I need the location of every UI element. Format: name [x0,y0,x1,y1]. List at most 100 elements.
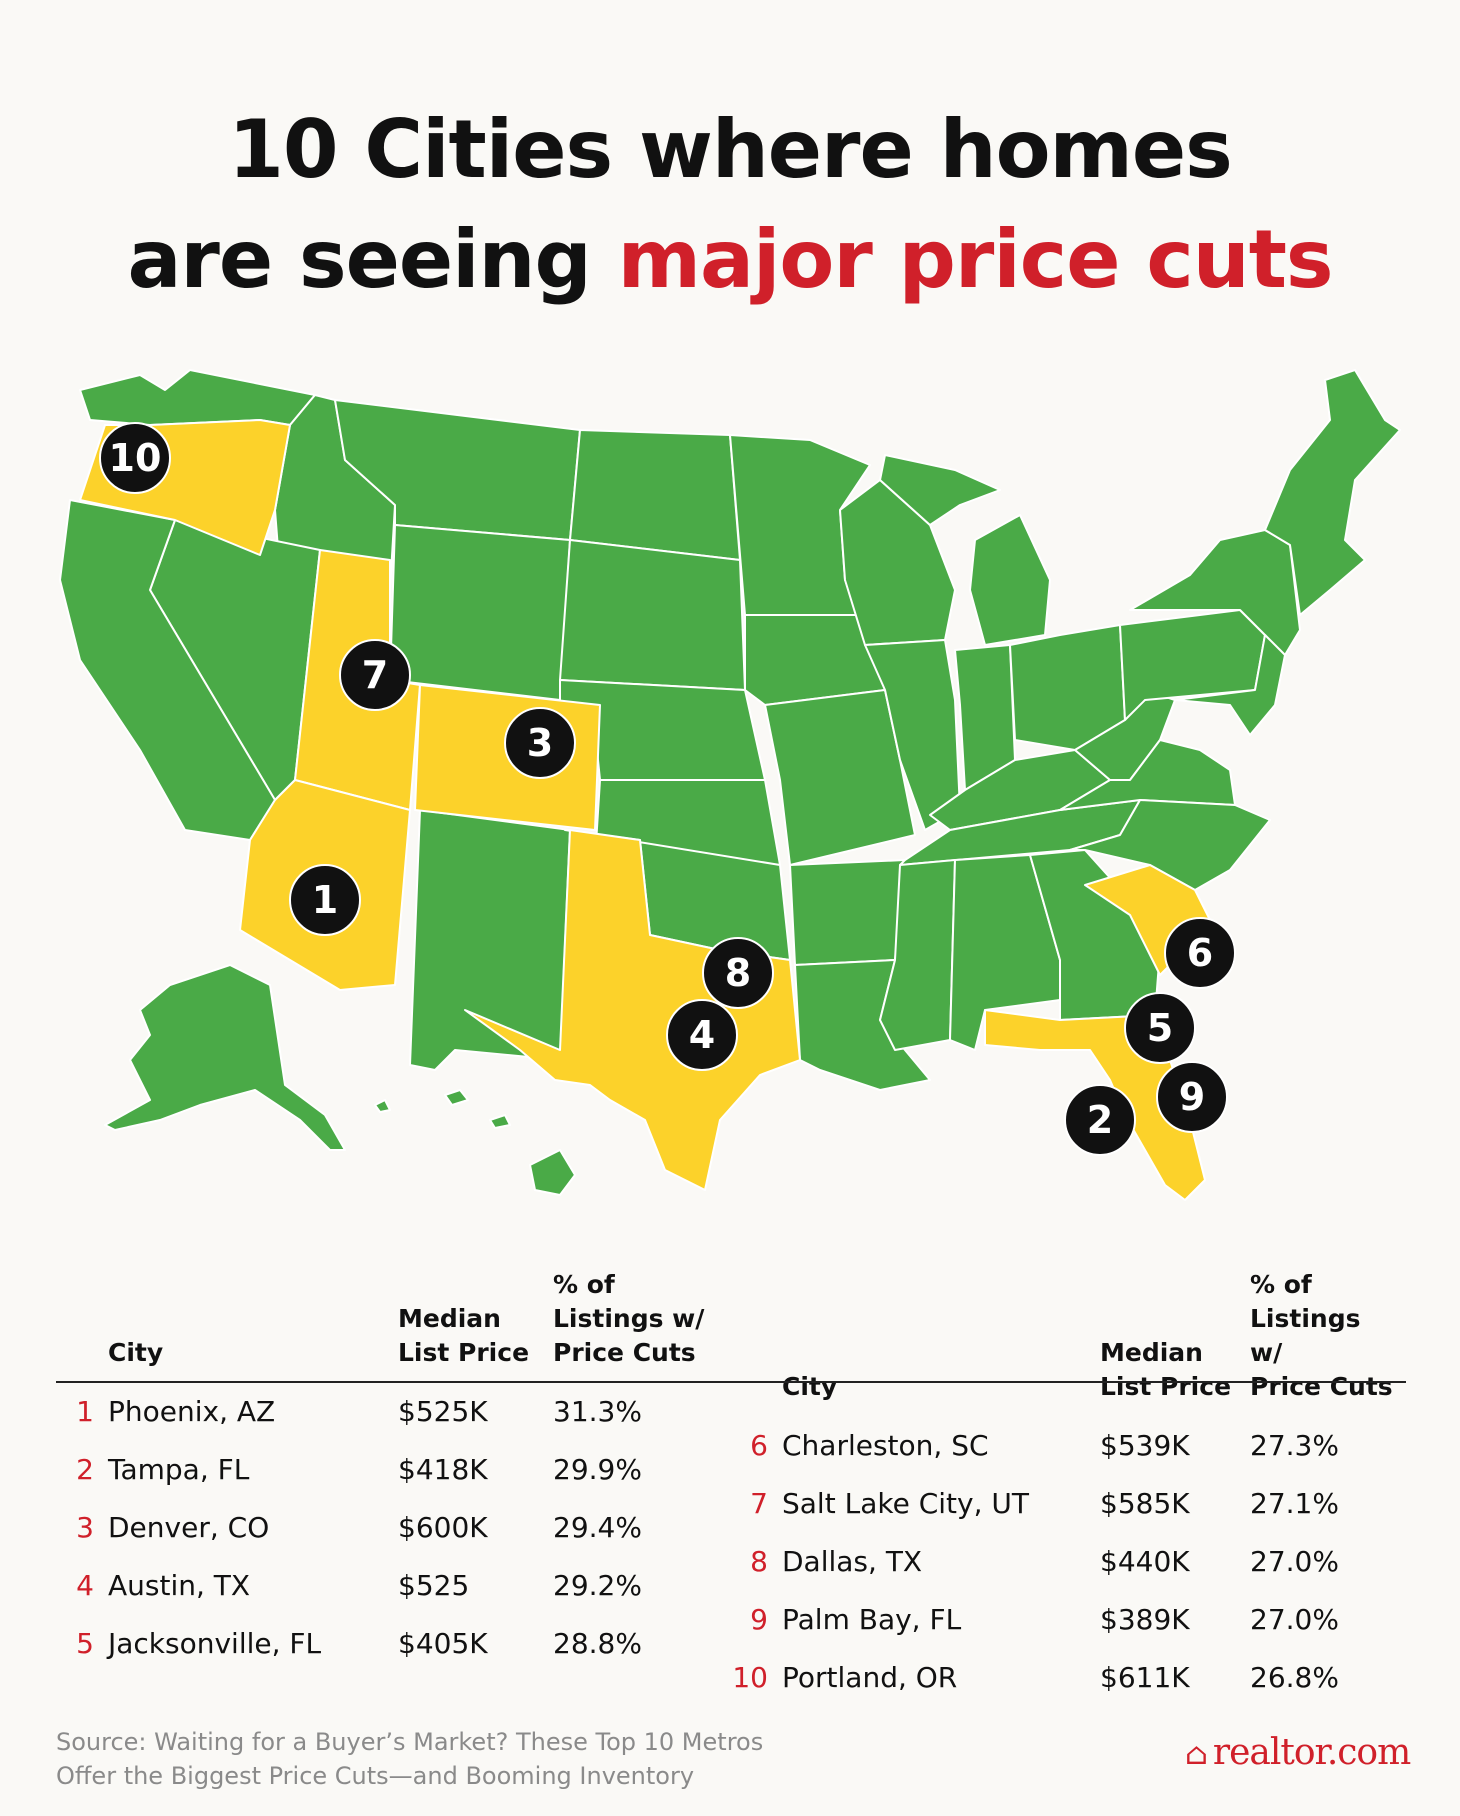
state-hawaii [374,1089,576,1196]
city-name: Phoenix, AZ [108,1394,276,1428]
table-row: 10 Portland, OR $611K 26.8% [730,1648,1400,1706]
state-arkansas [789,859,906,966]
city-name: Charleston, SC [782,1428,989,1462]
table-row: 3 Denver, CO $600K 29.4% [56,1498,753,1556]
price-cut-share: 28.8% [553,1626,642,1660]
city-name: Tampa, FL [108,1452,250,1486]
title-line-2: are seeing major price cuts [0,205,1460,315]
table-row: 8 Dallas, TX $440K 27.0% [730,1532,1400,1590]
table-row: 7 Salt Lake City, UT $585K 27.1% [730,1474,1400,1532]
us-map: 1 2 3 4 56 7 8 9 10 [59,369,1401,1201]
city-marker-7: 7 [339,639,411,711]
header-median-price: Median List Price [1100,1338,1232,1401]
city-marker-6: 6 [1164,917,1236,989]
state-new-england [1264,369,1401,616]
rank-number: 6 [750,1428,768,1462]
marker-label: 3 [527,721,553,765]
rank-number: 1 [76,1394,94,1428]
table-row: 5 Jacksonville, FL $405K 28.8% [56,1614,753,1672]
city-marker-2: 2 [1064,1084,1136,1156]
city-name: Salt Lake City, UT [782,1486,1029,1520]
marker-label: 5 [1147,1006,1173,1050]
state-texas [464,829,801,1191]
city-name: Jacksonville, FL [108,1626,322,1660]
marker-label: 2 [1087,1098,1113,1142]
median-price: $525K [398,1394,488,1428]
median-price: $418K [398,1452,488,1486]
rank-number: 7 [750,1486,768,1520]
marker-label: 6 [1187,931,1213,975]
rank-number: 10 [732,1660,768,1694]
marker-label: 10 [109,436,162,480]
table-row: 6 Charleston, SC $539K 27.3% [730,1416,1400,1474]
marker-label: 7 [362,653,388,697]
header-city: City [782,1372,838,1401]
median-price: $440K [1100,1544,1190,1578]
city-name: Dallas, TX [782,1544,923,1578]
median-price: $525 [398,1568,470,1602]
title-plain: are seeing [127,213,618,306]
title-accent: major price cuts [617,213,1334,306]
table-row: 9 Palm Bay, FL $389K 27.0% [730,1590,1400,1648]
state-mid-atlantic [1174,634,1286,736]
city-marker-5: 5 [1124,992,1196,1064]
median-price: $611K [1100,1660,1190,1694]
house-icon: ⌂ [1185,1737,1208,1772]
price-cut-share: 29.2% [553,1568,642,1602]
page-title: 10 Cities where homes are seeing major p… [0,95,1460,315]
source-note: Source: Waiting for a Buyer’s Market? Th… [56,1728,764,1790]
cities-table-left: City Median List Price % of Listings w/Pri… [56,1268,753,1672]
median-price: $600K [398,1510,488,1544]
state-wyoming [389,524,571,701]
city-marker-1: 1 [289,864,361,936]
median-price: $389K [1100,1602,1190,1636]
city-marker-9: 9 [1156,1061,1228,1133]
rank-number: 2 [76,1452,94,1486]
city-name: Denver, CO [108,1510,270,1544]
state-washington [79,369,316,426]
state-south-dakota [559,539,746,691]
state-north-dakota [569,429,741,561]
header-price-cuts: % of Listings w/Price Cuts [1250,1270,1393,1401]
price-cut-share: 29.9% [553,1452,642,1486]
city-marker-3: 3 [504,707,576,779]
table-divider [56,1381,1406,1383]
city-marker-4: 4 [666,999,738,1071]
title-line-1: 10 Cities where homes [228,103,1233,196]
state-alaska [104,964,346,1151]
table-row: 4 Austin, TX $525 29.2% [56,1556,753,1614]
marker-label: 9 [1179,1075,1205,1119]
state-georgia [1029,849,1161,1021]
city-marker-8: 8 [702,937,774,1009]
state-michigan [879,454,1051,646]
realtor-logo: ⌂ realtor.com [1185,1732,1411,1773]
price-cut-share: 29.4% [553,1510,642,1544]
marker-label: 1 [312,878,338,922]
state-new-york [1129,529,1301,656]
header-median-price: Median List Price [398,1304,530,1367]
table-row: 1 Phoenix, AZ $525K 31.3% [56,1382,753,1440]
price-cut-share: 27.0% [1250,1544,1339,1578]
header-price-cuts: % of Listings w/Price Cuts [553,1270,705,1367]
cities-table-right: City Median List Price % of Listings w/Pri… [730,1268,1400,1706]
median-price: $539K [1100,1428,1190,1462]
city-name: Palm Bay, FL [782,1602,962,1636]
rank-number: 9 [750,1602,768,1636]
price-cut-share: 27.0% [1250,1602,1339,1636]
price-cut-share: 31.3% [553,1394,642,1428]
rank-number: 3 [76,1510,94,1544]
price-cut-share: 26.8% [1250,1660,1339,1694]
rank-number: 4 [76,1568,94,1602]
price-cut-share: 27.3% [1250,1428,1339,1462]
median-price: $585K [1100,1486,1190,1520]
price-cut-share: 27.1% [1250,1486,1339,1520]
median-price: $405K [398,1626,488,1660]
header-city: City [108,1338,164,1367]
city-name: Austin, TX [108,1568,251,1602]
rank-number: 8 [750,1544,768,1578]
city-name: Portland, OR [782,1660,958,1694]
marker-label: 8 [725,951,751,995]
state-california [59,499,276,841]
marker-label: 4 [689,1013,715,1057]
state-north-carolina [1069,799,1271,891]
